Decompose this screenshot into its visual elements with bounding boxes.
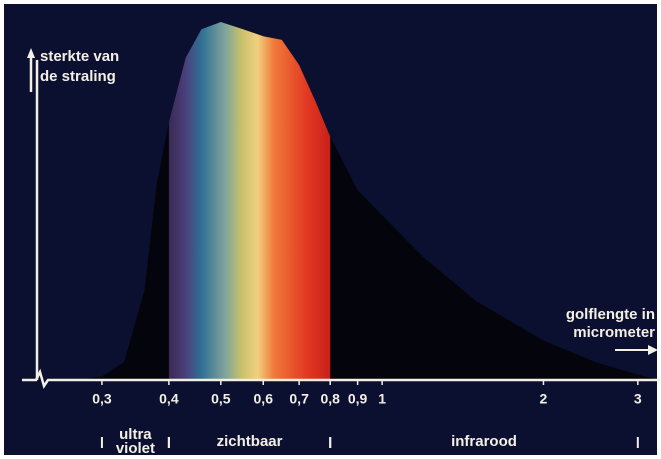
region-label: infrarood xyxy=(451,433,517,450)
chart: sterkte van de straling golflengte inmicro… xyxy=(0,0,661,459)
x-tick-label: 0,6 xyxy=(254,391,274,407)
page: {"chart_data":{"type":"area","y_label_li… xyxy=(0,0,661,459)
x-tick-label: 0,9 xyxy=(348,391,368,407)
y-axis-label: de straling xyxy=(40,68,116,85)
x-tick-label: 0,5 xyxy=(211,391,231,407)
x-tick-label: 3 xyxy=(634,391,642,407)
x-axis-label: micrometer xyxy=(573,324,655,341)
x-tick-label: 1 xyxy=(378,391,386,407)
x-tick-label: 0,4 xyxy=(159,391,179,407)
x-tick-label: 0,7 xyxy=(289,391,309,407)
y-axis-label: sterkte van xyxy=(40,48,119,65)
region-label: violet xyxy=(116,440,155,457)
x-tick-label: 0,3 xyxy=(92,391,112,407)
x-tick-label: 0,8 xyxy=(320,391,340,407)
x-tick-label: 2 xyxy=(540,391,548,407)
x-axis-label: golflengte in xyxy=(566,306,655,323)
region-label: zichtbaar xyxy=(217,433,283,450)
